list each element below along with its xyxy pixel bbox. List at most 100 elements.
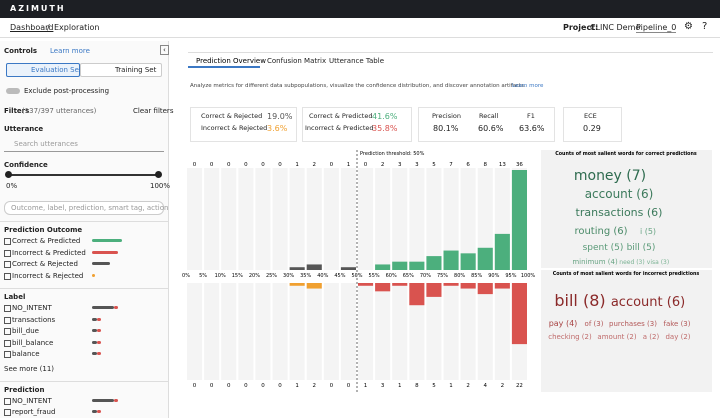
checkbox[interactable]: [4, 339, 11, 347]
checkbox[interactable]: [4, 238, 11, 245]
learn-more[interactable]: Learn more: [512, 83, 544, 89]
incorrect-bar: [306, 283, 322, 289]
group-title[interactable]: Prediction Outcome: [4, 226, 83, 234]
bin-label: 15%: [232, 273, 243, 279]
group-divider: [0, 380, 168, 382]
item-bar: [92, 239, 122, 242]
filter-item: Correct & Predicted: [12, 237, 81, 245]
slider-handle[interactable]: [155, 171, 162, 178]
main-tab[interactable]: Prediction Overview: [196, 57, 266, 65]
bin-label: 75%: [437, 273, 448, 279]
checkbox[interactable]: [4, 316, 11, 324]
group-title[interactable]: Prediction: [4, 385, 45, 394]
correct-bar: [306, 264, 322, 270]
salient-word: need (3): [619, 259, 644, 266]
bin-bg: [477, 168, 493, 270]
tab[interactable]: Training Set: [80, 63, 162, 77]
bin-label: 100%: [521, 273, 536, 279]
count-label: 5: [432, 383, 436, 389]
bin-bg: [426, 168, 442, 270]
bin-bg: [306, 283, 322, 380]
toggle[interactable]: [6, 88, 20, 94]
metric-value: 80.1%: [433, 124, 459, 133]
count-label: 1: [295, 162, 299, 168]
count-label: 3: [415, 162, 419, 168]
tab-label: Evaluation Set: [31, 66, 82, 74]
learn-more[interactable]: Learn more: [50, 47, 90, 55]
count-label: 0: [210, 162, 214, 168]
item-bar: [92, 262, 110, 265]
slider-handle[interactable]: [5, 171, 12, 178]
metric-value: 60.6%: [478, 124, 504, 133]
divider: [0, 37, 720, 38]
checkbox[interactable]: [4, 351, 11, 358]
clear-filters[interactable]: Clear filters: [133, 107, 174, 115]
item-bar: [92, 398, 114, 402]
count-label: 2: [313, 162, 317, 168]
breadcrumb-current: Exploration: [54, 23, 100, 32]
filter-item: bill_balance: [12, 338, 54, 347]
bin-bg: [392, 168, 408, 270]
count-label: 1: [449, 383, 453, 389]
bin-label: 35%: [300, 273, 311, 279]
group-divider: [0, 221, 168, 222]
salient-word: i (5): [640, 227, 656, 236]
salient-word: of (3): [585, 320, 604, 328]
filter-item: Correct & Rejected: [12, 260, 78, 268]
filter-search[interactable]: Outcome, label, prediction, smart tag, a…: [4, 201, 168, 215]
incorrect-bar: [392, 283, 408, 286]
slider-max: 100%: [150, 182, 171, 190]
bin-label: 90%: [488, 273, 499, 279]
bin-label: 70%: [420, 273, 431, 279]
count-label: 1: [398, 383, 402, 389]
bin-bg: [238, 283, 254, 380]
item-bar: [92, 273, 95, 277]
count-label: 0: [347, 383, 351, 389]
main-tab[interactable]: Utterance Table: [329, 57, 385, 65]
filter-item: Incorrect & Rejected: [12, 271, 84, 280]
breadcrumb-link[interactable]: Dashboard: [10, 23, 54, 32]
search-utterances[interactable]: Search utterances: [14, 140, 78, 148]
see-more[interactable]: See more (11): [4, 364, 55, 373]
metric-label: Correct & Predicted: [309, 112, 373, 120]
active-tab: [188, 66, 260, 68]
main-tab[interactable]: Confusion Matrix: [267, 57, 327, 65]
incorrect-bar: [494, 283, 510, 289]
checkbox[interactable]: [4, 272, 11, 280]
bin-bg: [204, 283, 220, 380]
checkbox[interactable]: [4, 249, 11, 257]
filter-item: NO_INTENT: [12, 396, 52, 405]
group-title[interactable]: Label: [4, 293, 26, 301]
count-label: 0: [261, 383, 265, 389]
count-label: 22: [516, 383, 523, 389]
salient-word: minimum (4): [572, 258, 618, 266]
checkbox[interactable]: [4, 397, 11, 405]
filter-item: transactions: [12, 315, 56, 324]
bin-label: 10%: [215, 273, 226, 279]
incorrect-bar: [358, 283, 374, 286]
checkbox[interactable]: [4, 305, 11, 312]
collapse[interactable]: ‹: [160, 45, 169, 55]
help-icon[interactable]: ?: [702, 21, 708, 32]
logo[interactable]: AZIMUTH: [10, 4, 66, 13]
checkbox[interactable]: [4, 261, 11, 268]
incorrect-bar: [477, 283, 493, 295]
filter-count: (137/397 utterances): [22, 107, 97, 115]
bin-bg: [375, 168, 391, 270]
salient-word: transactions (6): [576, 206, 663, 219]
bin-bg: [340, 168, 356, 270]
pipeline-select[interactable]: Pipeline_0: [636, 23, 677, 33]
tab[interactable]: Evaluation Set: [6, 63, 82, 77]
count-label: 0: [330, 383, 334, 389]
count-label: 2: [313, 383, 317, 389]
checkbox[interactable]: [4, 328, 11, 335]
metric-value: 19.0%: [267, 112, 293, 121]
bin-label: 80%: [454, 273, 465, 279]
correct-bar: [409, 261, 425, 270]
slider-track[interactable]: [8, 174, 158, 176]
checkbox[interactable]: [4, 409, 11, 416]
count-label: 0: [261, 162, 265, 168]
metric-label: ECE: [584, 112, 597, 120]
settings-icon[interactable]: ⚙: [684, 21, 693, 32]
